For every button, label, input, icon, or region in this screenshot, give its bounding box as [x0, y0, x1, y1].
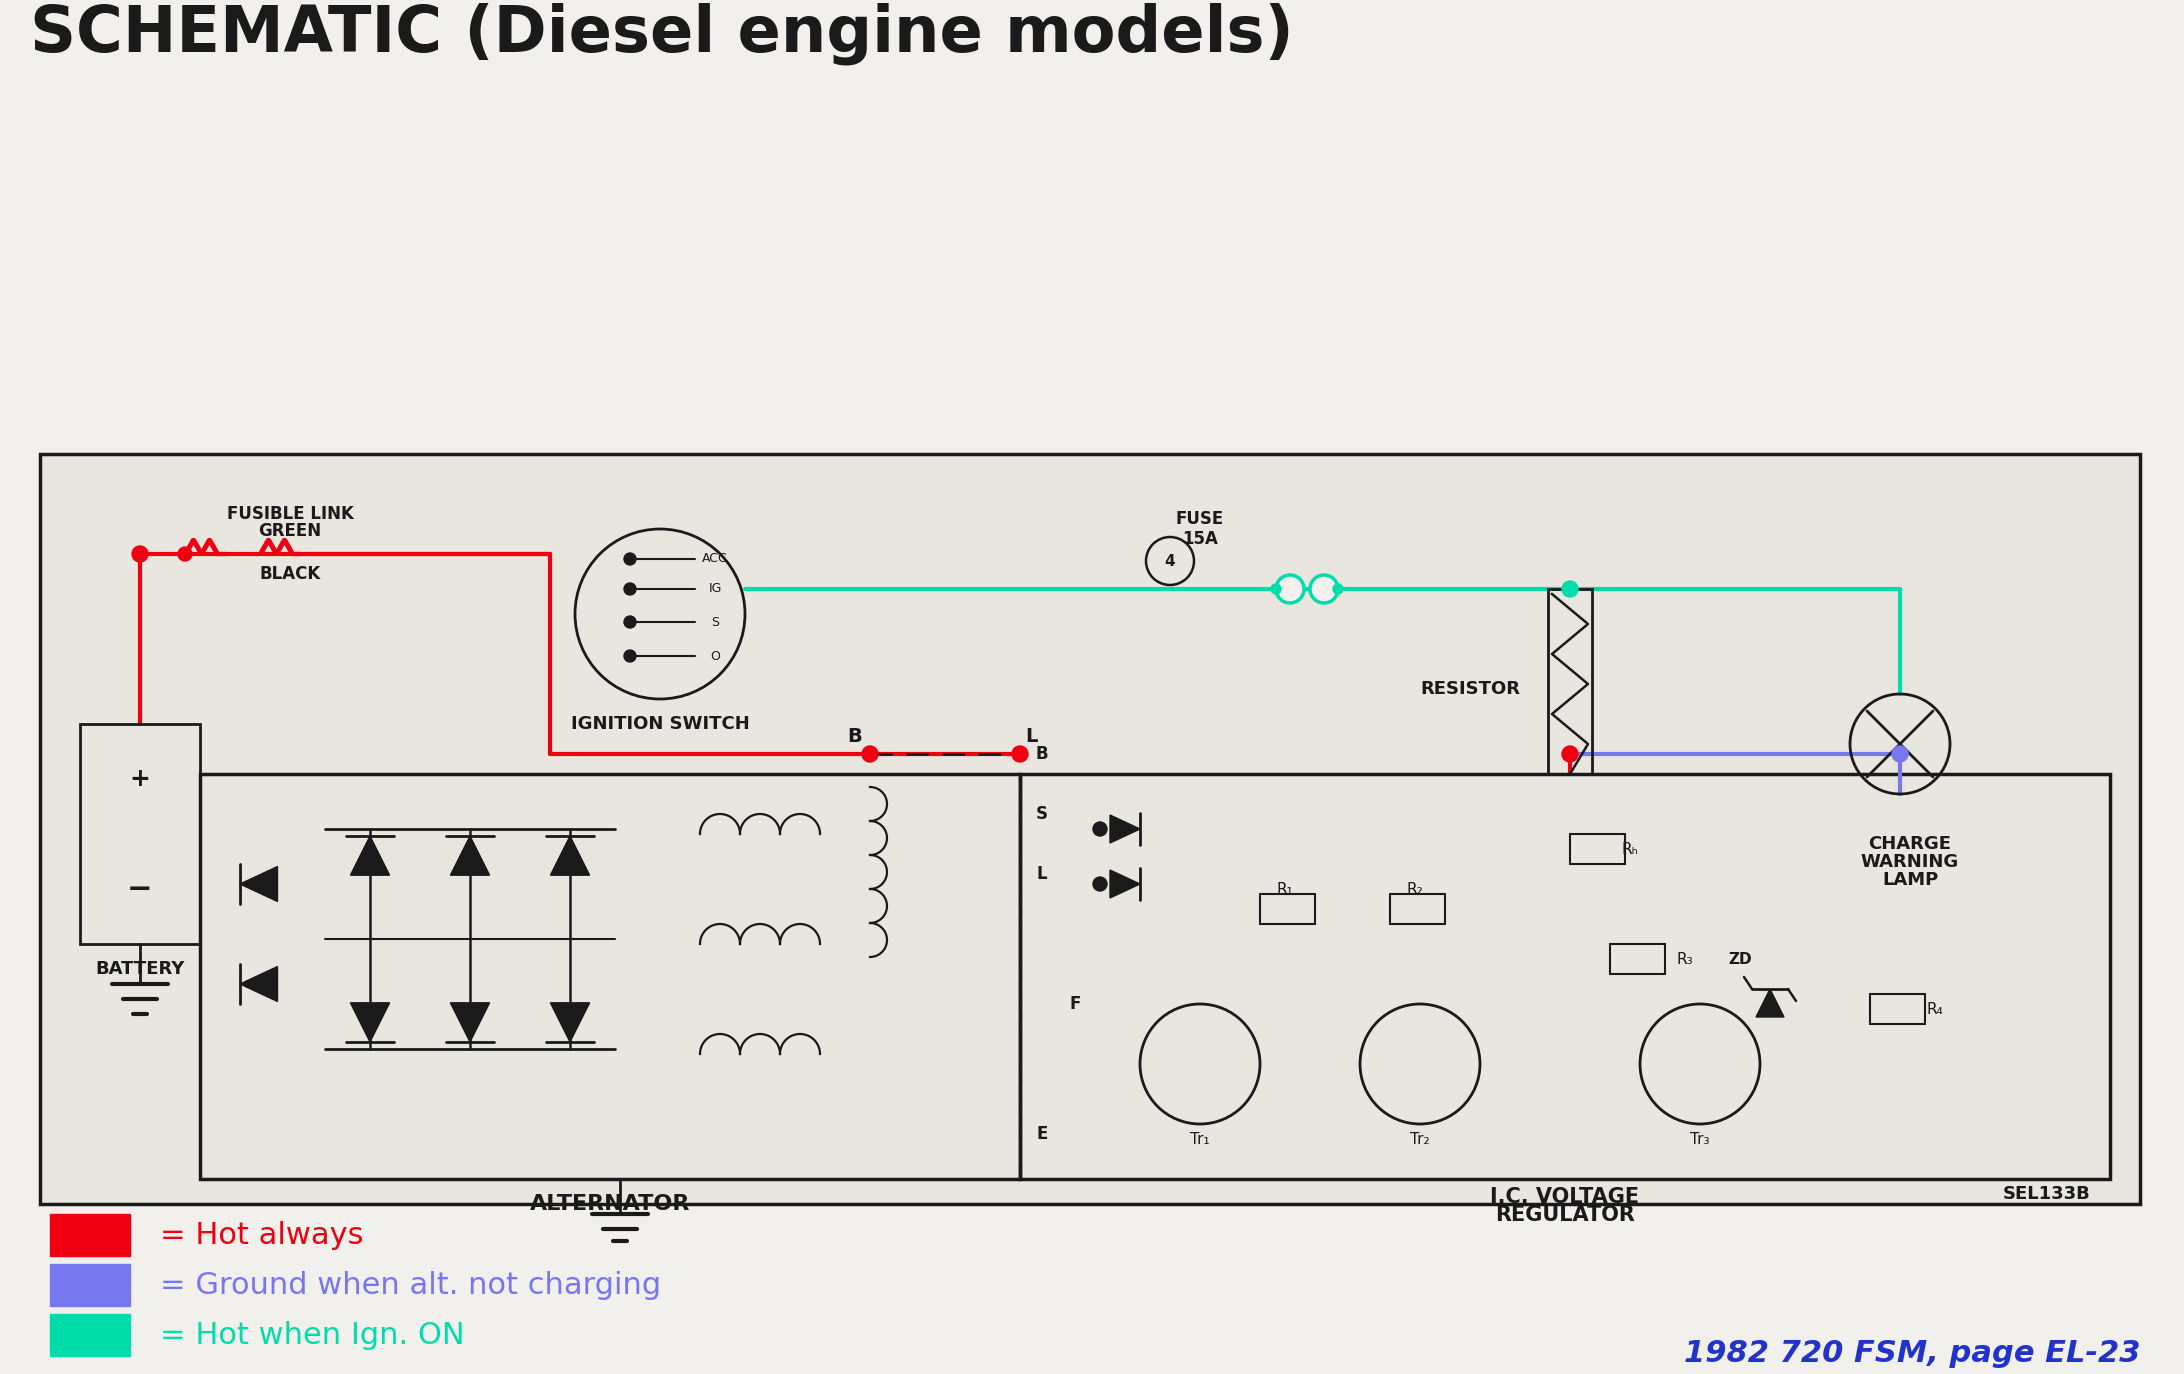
Polygon shape [450, 1003, 489, 1041]
Text: ZD: ZD [1728, 952, 1752, 966]
Circle shape [625, 552, 636, 565]
Text: = Hot always: = Hot always [159, 1220, 363, 1249]
Polygon shape [1109, 815, 1140, 844]
Text: R₃: R₃ [1677, 952, 1693, 966]
Text: IG: IG [708, 583, 721, 595]
Text: F: F [1070, 995, 1081, 1013]
Text: FUSIBLE LINK: FUSIBLE LINK [227, 506, 354, 523]
Circle shape [1275, 574, 1304, 603]
Bar [1570, 834, 1625, 864]
Bar [1548, 589, 1592, 774]
Text: I.C. VOLTAGE: I.C. VOLTAGE [1489, 1187, 1640, 1206]
Text: S: S [712, 616, 719, 628]
Circle shape [1332, 584, 1343, 594]
Circle shape [1092, 822, 1107, 835]
Text: ALTERNATOR: ALTERNATOR [531, 1194, 690, 1215]
Text: GREEN: GREEN [258, 522, 321, 540]
Text: +: + [129, 767, 151, 791]
Polygon shape [240, 867, 277, 901]
Text: BATTERY: BATTERY [96, 960, 186, 978]
Text: CHARGE: CHARGE [1870, 835, 1952, 853]
Text: = Ground when alt. not charging: = Ground when alt. not charging [159, 1271, 662, 1300]
Polygon shape [349, 1003, 389, 1041]
Circle shape [625, 583, 636, 595]
Circle shape [863, 746, 878, 763]
Polygon shape [1756, 989, 1784, 1017]
Text: 4: 4 [1164, 554, 1175, 569]
Circle shape [1562, 581, 1579, 596]
Circle shape [1562, 746, 1579, 763]
Bar [81, 724, 201, 944]
Circle shape [1310, 574, 1339, 603]
Text: SEL133B: SEL133B [2003, 1184, 2090, 1204]
Text: R₁: R₁ [1278, 882, 1293, 896]
Polygon shape [550, 1003, 590, 1041]
Text: O: O [710, 650, 721, 662]
Polygon shape [1109, 870, 1140, 899]
Circle shape [131, 545, 149, 562]
Text: R₂: R₂ [1406, 882, 1424, 896]
Circle shape [1271, 584, 1282, 594]
Text: BLACK: BLACK [260, 565, 321, 583]
Bar [1389, 894, 1446, 923]
Text: FUSE: FUSE [1175, 510, 1223, 528]
Text: SCHEMATIC (Diesel engine models): SCHEMATIC (Diesel engine models) [31, 3, 1293, 65]
Circle shape [1891, 746, 1909, 763]
Polygon shape [450, 835, 489, 875]
Text: −: − [127, 874, 153, 904]
Text: Rₕ: Rₕ [1623, 841, 1638, 856]
Text: LAMP: LAMP [1883, 871, 1937, 889]
Polygon shape [550, 835, 590, 875]
Text: ACC: ACC [701, 552, 727, 566]
Bar [201, 774, 1020, 1179]
Text: Tr₂: Tr₂ [1411, 1132, 1431, 1146]
Bar [1870, 993, 1924, 1024]
Text: Tr₃: Tr₃ [1690, 1132, 1710, 1146]
Polygon shape [349, 835, 389, 875]
Text: S: S [1035, 805, 1048, 823]
Bar [1260, 894, 1315, 923]
Text: IGNITION SWITCH: IGNITION SWITCH [570, 714, 749, 732]
Bar [50, 1215, 131, 1256]
Bar [1020, 774, 2110, 1179]
Text: R₄: R₄ [1926, 1002, 1944, 1017]
Text: 1982 720 FSM, page EL-23: 1982 720 FSM, page EL-23 [1684, 1340, 2140, 1369]
Text: = Hot when Ign. ON: = Hot when Ign. ON [159, 1320, 465, 1349]
Text: B: B [1035, 745, 1048, 763]
Circle shape [625, 616, 636, 628]
Polygon shape [240, 966, 277, 1002]
Text: Tr₁: Tr₁ [1190, 1132, 1210, 1146]
Circle shape [179, 547, 192, 561]
Circle shape [1092, 877, 1107, 890]
Text: L: L [1024, 727, 1037, 746]
Text: REGULATOR: REGULATOR [1496, 1205, 1636, 1226]
Bar [1610, 944, 1664, 974]
Text: 15A: 15A [1182, 530, 1219, 548]
Text: E: E [1037, 1125, 1048, 1143]
Text: B: B [847, 727, 863, 746]
Text: WARNING: WARNING [1861, 853, 1959, 871]
Bar [50, 1264, 131, 1307]
Bar [50, 1314, 131, 1356]
Circle shape [625, 650, 636, 662]
Text: L: L [1037, 866, 1048, 883]
Bar [39, 453, 2140, 1204]
Circle shape [1011, 746, 1029, 763]
Text: RESISTOR: RESISTOR [1420, 680, 1520, 698]
